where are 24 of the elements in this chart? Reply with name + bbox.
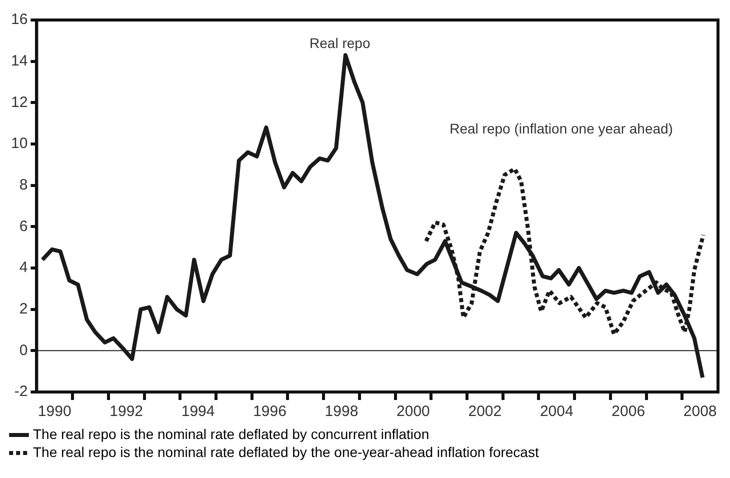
- y-tick-label: 0: [19, 342, 28, 359]
- x-tick-label: 2002: [468, 403, 502, 420]
- y-tick-label: -2: [14, 383, 28, 400]
- y-tick-label: 10: [10, 135, 28, 152]
- y-tick-label: 12: [10, 94, 28, 111]
- x-tick-label: 1990: [38, 403, 72, 420]
- y-tick-label: 4: [19, 259, 28, 276]
- x-tick-label: 1996: [253, 403, 286, 420]
- y-tick-label: 16: [10, 11, 28, 28]
- y-tick-label: 8: [19, 176, 28, 194]
- annotation: Real repo: [310, 35, 370, 52]
- legend-label: The real repo is the nominal rate deflated by the one-year-ahead inflation forecast: [33, 444, 539, 460]
- y-tick-label: 6: [19, 218, 28, 235]
- x-tick-label: 1994: [181, 403, 215, 420]
- annotation: Real repo (inflation one year ahead): [450, 120, 673, 137]
- x-tick-label: 2004: [540, 403, 574, 420]
- x-tick-label: 1992: [110, 403, 144, 420]
- y-tick-label: 2: [19, 300, 28, 318]
- legend-label: The real repo is the nominal rate deflated by concurrent inflation: [33, 426, 430, 442]
- x-tick-label: 1998: [324, 403, 358, 420]
- x-tick-label: 2000: [396, 403, 430, 420]
- x-tick-label: 2006: [612, 403, 646, 420]
- x-tick-label: 2008: [683, 403, 717, 420]
- y-tick-label: 14: [10, 52, 28, 70]
